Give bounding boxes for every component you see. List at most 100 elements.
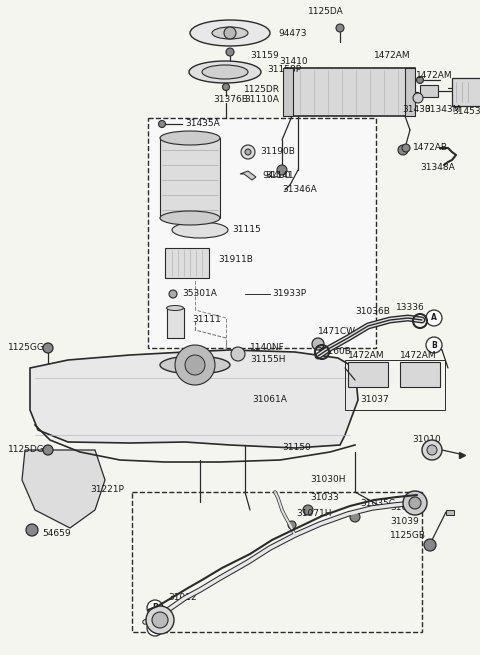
Circle shape [277,165,287,175]
Circle shape [231,347,245,361]
Ellipse shape [160,356,230,374]
Text: 1125DA: 1125DA [308,7,344,16]
Text: 31111: 31111 [192,316,221,324]
Text: 31115: 31115 [232,225,261,234]
Text: 31030H: 31030H [310,476,346,485]
Circle shape [424,539,436,551]
Bar [167,308,184,338]
Circle shape [303,505,313,515]
Circle shape [426,310,442,326]
Circle shape [312,338,324,350]
Text: 31012: 31012 [168,593,197,603]
Text: 31343M: 31343M [424,105,460,115]
Bar [165,248,209,278]
Text: B: B [431,341,437,350]
Circle shape [43,445,53,455]
Text: B: B [152,603,158,612]
Bar [446,510,454,515]
Circle shape [175,345,215,385]
Circle shape [185,355,205,375]
Text: 31039: 31039 [390,517,419,527]
Circle shape [426,337,442,353]
Polygon shape [22,450,105,528]
Text: 31376B: 31376B [213,96,248,105]
Text: 31221P: 31221P [90,485,124,495]
Bar [348,362,388,387]
Text: 94460: 94460 [262,170,290,179]
Circle shape [417,77,423,83]
Text: A: A [152,624,158,633]
Ellipse shape [172,222,228,238]
Circle shape [245,149,251,155]
Text: 31435A: 31435A [185,119,220,128]
Bar [132,492,422,632]
Text: 1472AM: 1472AM [374,52,410,60]
Text: 1125GG: 1125GG [8,343,45,352]
Ellipse shape [160,131,220,145]
Ellipse shape [167,305,183,310]
Circle shape [427,445,437,455]
Text: 31430: 31430 [402,105,431,115]
Text: 54659: 54659 [42,529,71,538]
Text: 1472AM: 1472AM [400,352,437,360]
Text: 31036B: 31036B [355,307,390,316]
Text: 31141: 31141 [265,170,294,179]
Text: 31190B: 31190B [260,147,295,157]
Circle shape [147,600,163,616]
Text: 13336: 13336 [396,303,425,312]
Text: 31039A: 31039A [390,504,425,512]
Circle shape [226,48,234,56]
Bar [405,68,415,116]
Circle shape [350,512,360,522]
Polygon shape [30,350,358,448]
Bar [148,118,376,348]
Text: 31037: 31037 [360,396,389,405]
Text: 1125DR: 1125DR [244,84,280,94]
Circle shape [152,612,168,628]
Text: 35301A: 35301A [182,288,217,297]
Bar [345,360,445,410]
Bar [452,78,480,106]
Circle shape [146,606,174,634]
Text: 1125DG: 1125DG [8,445,45,455]
Text: 31061A: 31061A [252,396,287,405]
Circle shape [402,144,410,152]
Bar [420,85,438,97]
Text: 1472AM: 1472AM [348,352,384,360]
Text: 31033: 31033 [310,493,339,502]
Bar [285,68,415,116]
Bar [160,138,220,218]
Text: 1472AB: 1472AB [413,143,448,153]
Circle shape [43,343,53,353]
Circle shape [409,497,421,509]
Circle shape [288,521,296,529]
Polygon shape [240,171,256,180]
Circle shape [336,24,344,32]
Text: 94473: 94473 [278,29,307,37]
Text: 31071H: 31071H [296,508,332,517]
Text: 31110A: 31110A [244,96,279,105]
Text: 31150: 31150 [282,443,311,453]
Text: 31159: 31159 [250,52,279,60]
Ellipse shape [202,65,248,79]
Text: 31911B: 31911B [218,255,253,265]
Ellipse shape [212,27,248,39]
Text: 31035C: 31035C [360,500,395,508]
Text: 31410: 31410 [279,58,308,67]
Bar [283,68,293,116]
Circle shape [422,440,442,460]
Text: 1471CW: 1471CW [318,328,356,337]
Circle shape [224,27,236,39]
Text: 31346A: 31346A [282,185,317,195]
Circle shape [241,145,255,159]
Text: 31155H: 31155H [250,356,286,364]
Circle shape [158,121,166,128]
Text: 31158P: 31158P [267,66,301,75]
Text: 1125GB: 1125GB [390,531,426,540]
Text: 31348A: 31348A [420,164,455,172]
Circle shape [413,93,423,103]
Bar [400,362,440,387]
Circle shape [169,290,177,298]
Circle shape [147,620,163,636]
Text: 1140NF: 1140NF [250,343,285,352]
